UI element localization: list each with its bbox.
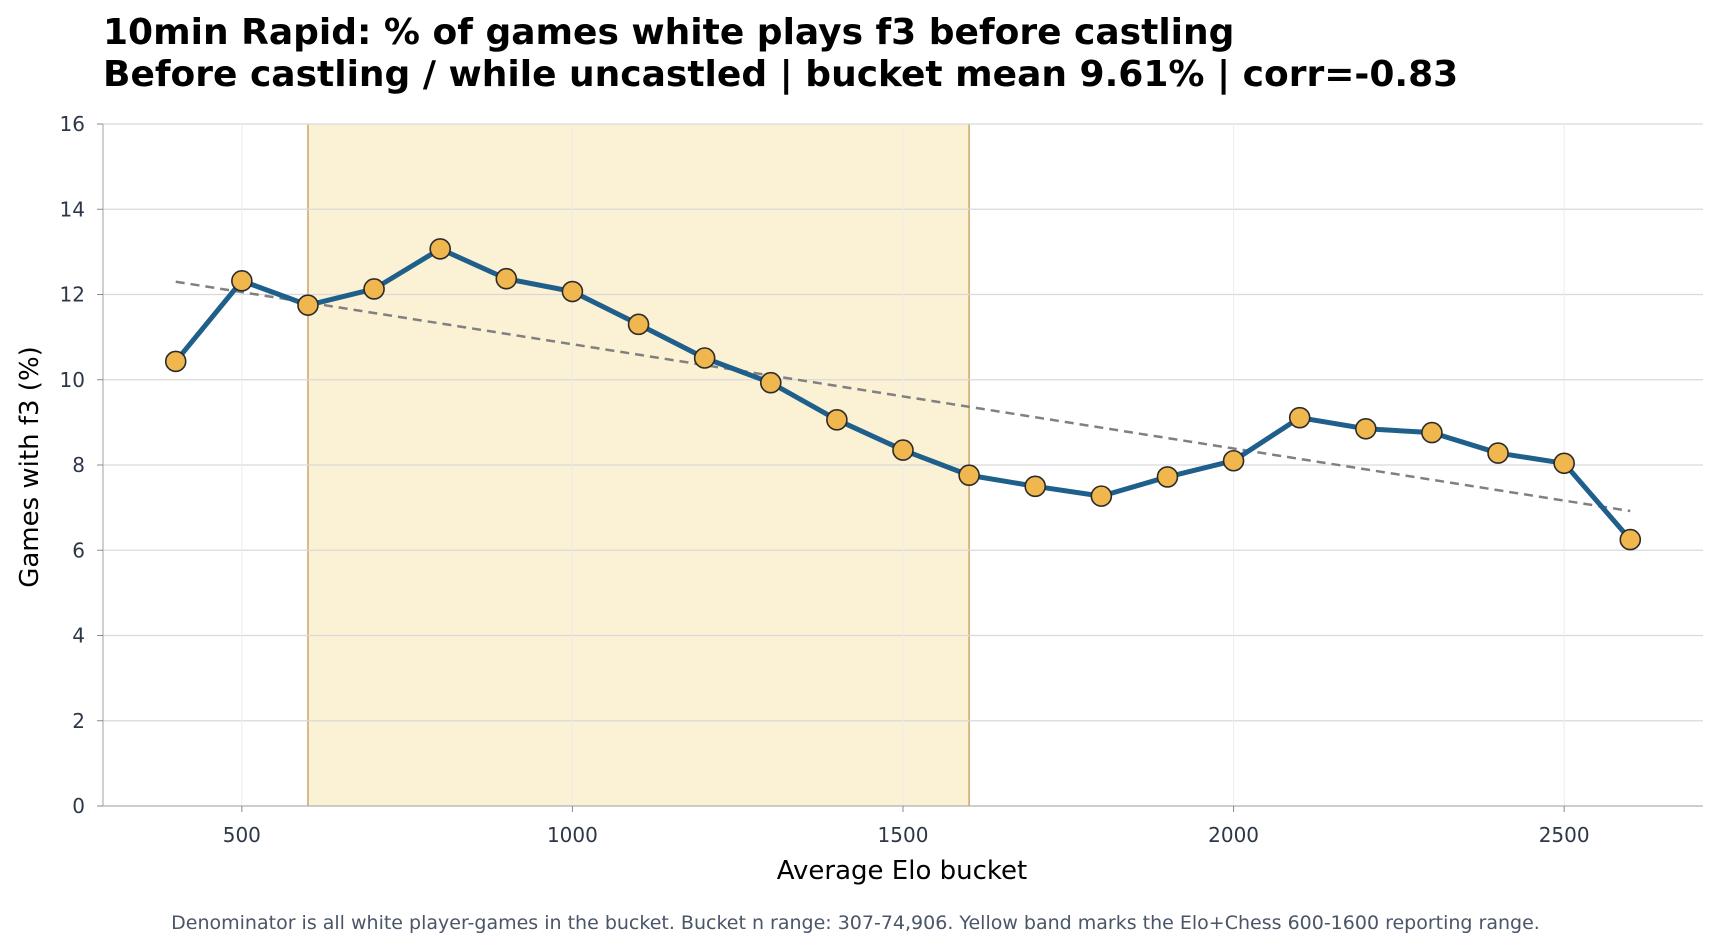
y-axis-label: Games with f3 (%)	[15, 346, 45, 588]
data-point	[231, 270, 253, 292]
data-point	[1553, 452, 1575, 475]
data-point	[1222, 449, 1245, 472]
data-point	[1487, 442, 1509, 464]
series	[164, 238, 1642, 551]
grid	[103, 123, 1703, 806]
data-point	[363, 278, 385, 300]
x-tick-label: 2500	[1539, 823, 1590, 847]
y-tick-label: 4	[72, 624, 85, 648]
x-axis-label: Average Elo bucket	[777, 856, 1027, 886]
data-point	[1090, 485, 1113, 507]
x-tick-label: 1500	[878, 823, 929, 847]
trendline	[175, 280, 1631, 513]
y-tick-label: 14	[60, 197, 85, 221]
y-tick-label: 0	[72, 794, 85, 818]
chart-subtitle: Before castling / while uncastled | buck…	[103, 54, 1459, 95]
data-point	[826, 409, 848, 431]
data-point	[892, 439, 914, 461]
footnote: Denominator is all white player-games in…	[171, 912, 1540, 934]
y-tick-label: 8	[72, 453, 85, 477]
y-tick-label: 16	[60, 112, 85, 136]
data-point	[429, 238, 451, 260]
data-point	[495, 267, 518, 290]
chart-title: 10min Rapid: % of games white plays f3 b…	[103, 12, 1235, 53]
x-tick-label: 500	[223, 823, 261, 847]
data-point	[1288, 406, 1311, 429]
data-point	[1024, 475, 1047, 498]
y-tick-label: 2	[72, 709, 85, 733]
line-chart: 0 2 4 6 8 10 12 14 16 500 1000 1500 2000 2500 Average…	[15, 112, 1703, 886]
data-point	[1156, 466, 1179, 488]
data-point	[1421, 421, 1443, 444]
data-point	[1355, 417, 1377, 440]
axis-labels: Average Elo bucket Games with f3 (%)	[15, 346, 1027, 886]
data-point	[958, 464, 980, 487]
data-point	[561, 280, 584, 303]
y-tick-label: 12	[60, 283, 85, 307]
axes: 0 2 4 6 8 10 12 14 16 500 1000 1500 2000 2500	[60, 112, 1703, 847]
x-tick-label: 1000	[547, 823, 598, 847]
data-point	[759, 371, 782, 394]
trend-line	[175, 280, 1631, 513]
data-point	[693, 347, 716, 369]
data-point	[297, 294, 319, 316]
y-tick-label: 6	[72, 538, 85, 562]
y-tick-label: 10	[60, 368, 85, 392]
data-point	[1619, 528, 1642, 551]
x-tick-label: 2000	[1208, 823, 1259, 847]
data-point	[164, 350, 187, 373]
data-point	[627, 313, 650, 336]
